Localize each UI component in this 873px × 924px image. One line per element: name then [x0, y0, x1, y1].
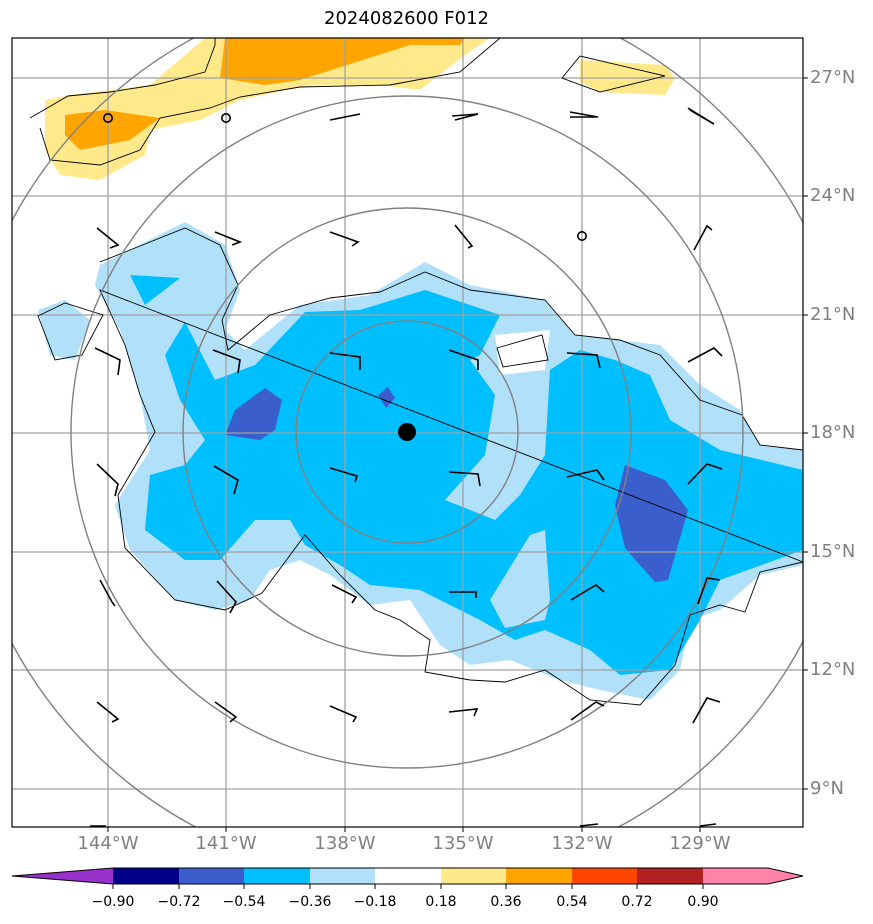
blue-region-center — [378, 387, 395, 408]
lon-label-144w: 144°W — [77, 833, 139, 854]
lat-label-24n: 24°N — [810, 185, 856, 206]
calm-wind-marker — [103, 113, 114, 124]
lat-label-27n: 27°N — [810, 67, 856, 88]
range-rings — [12, 38, 803, 827]
colorbar-segment — [441, 868, 506, 884]
lon-label-129w: 129°W — [669, 833, 731, 854]
colorbar-segment — [572, 868, 637, 884]
shaded-field — [38, 38, 803, 700]
orange-region-north — [220, 38, 465, 85]
colorbar-tick-label: 0.90 — [687, 894, 719, 910]
orange-region-west — [65, 110, 160, 150]
colorbar-tick-label: −0.54 — [222, 894, 266, 910]
colorbar-segment — [637, 868, 703, 884]
wind-barb — [96, 697, 721, 724]
colorbar-tick-label: 0.18 — [425, 894, 457, 910]
lat-label-21n: 21°N — [810, 304, 856, 325]
range-ring-1 — [295, 320, 519, 544]
range-ring-2 — [182, 207, 632, 657]
storm-center-marker — [398, 423, 416, 441]
colorbar-segment — [179, 868, 244, 884]
light-blue-lane — [490, 530, 550, 628]
lon-label-141w: 141°W — [195, 833, 257, 854]
wind-barb — [329, 107, 715, 125]
lat-label-9n: 9°N — [810, 778, 844, 799]
colorbar-tick-label: 0.36 — [490, 894, 522, 910]
lon-label-132w: 132°W — [551, 833, 613, 854]
axis-ticks — [107, 77, 808, 832]
cyan-region — [145, 290, 803, 675]
wind-barb — [96, 463, 723, 497]
contour-north-2 — [39, 38, 501, 166]
colorbar-tick-label: −0.36 — [288, 894, 332, 910]
contour-northeast — [561, 55, 666, 93]
lon-label-135w: 135°W — [432, 833, 494, 854]
lat-label-12n: 12°N — [810, 659, 856, 680]
cyan-region-north — [130, 275, 180, 305]
colorbar-segment-under — [12, 868, 113, 884]
white-hole — [495, 330, 550, 375]
colorbar-tick-label: −0.90 — [91, 894, 135, 910]
wind-barb — [99, 577, 721, 614]
range-ring-3 — [70, 95, 744, 769]
colorbar-segment — [113, 868, 179, 884]
lon-label-138w: 138°W — [314, 833, 376, 854]
blue-region-east — [615, 465, 688, 582]
colorbar-tick-label: 0.72 — [621, 894, 653, 910]
wind-barb — [96, 224, 713, 251]
contour-north — [29, 38, 216, 119]
wind-barb — [90, 823, 717, 827]
map-plot-area — [12, 38, 803, 827]
colorbar-segment — [375, 868, 441, 884]
lat-label-18n: 18°N — [810, 422, 856, 443]
colorbar-tick-label: −0.72 — [157, 894, 201, 910]
calm-wind-marker — [221, 113, 232, 124]
colorbar-tick-label: −0.18 — [353, 894, 397, 910]
colorbar-segment — [506, 868, 572, 884]
colorbar-segment — [244, 868, 310, 884]
wind-barbs — [90, 107, 723, 827]
yellow-region-north — [45, 38, 490, 180]
calm-wind-marker — [576, 231, 587, 242]
colorbar — [11, 867, 804, 889]
colorbar-segment — [310, 868, 375, 884]
blue-region-west — [225, 388, 282, 440]
colorbar-segment-over — [703, 868, 803, 884]
light-blue-region-west — [38, 300, 90, 360]
map-title: 2024082600 F012 — [324, 8, 489, 29]
contour-south — [99, 289, 803, 706]
colorbar-tick-label: 0.54 — [556, 894, 588, 910]
lat-label-15n: 15°N — [810, 541, 856, 562]
wind-barb — [94, 347, 723, 376]
contour-hole — [496, 334, 549, 368]
contour-island — [37, 302, 104, 361]
